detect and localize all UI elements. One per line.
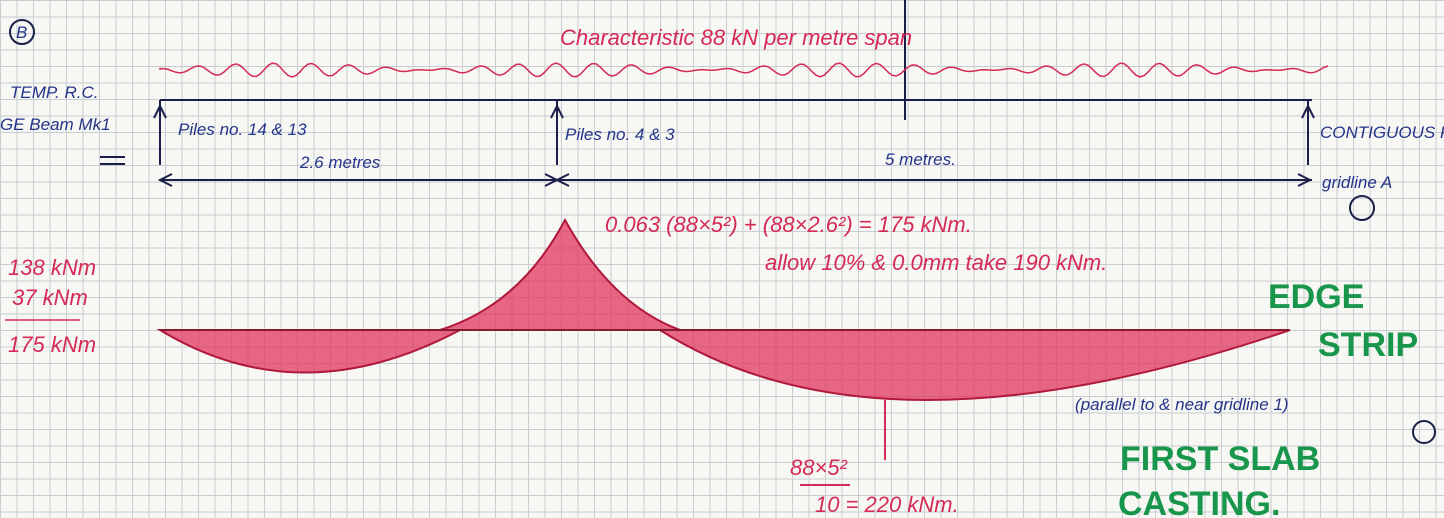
- hogging-calc: 0.063 (88×5²) + (88×2.6²) = 175 kNm.: [605, 212, 972, 237]
- support-label: Piles no. 4 & 3: [565, 125, 675, 144]
- edge-beam: GE Beam Mk1: [0, 115, 111, 134]
- moment-label: 37 kNm: [12, 285, 88, 310]
- span-label: 5 metres.: [885, 150, 956, 169]
- load-line: [160, 63, 1328, 77]
- hogging-allow: allow 10% & 0.0mm take 190 kNm.: [765, 250, 1107, 275]
- support-label: Piles no. 14 & 13: [178, 120, 307, 139]
- moment-label: 138 kNm: [8, 255, 96, 280]
- casting-title: CASTING.: [1118, 485, 1280, 518]
- strip-title: EDGE: [1268, 278, 1364, 316]
- strip-title: STRIP: [1318, 326, 1418, 364]
- graph-paper: B Characteristic 88 kN per metre span TE…: [0, 0, 1444, 518]
- sagging-calc: 10 = 220 kNm.: [815, 492, 959, 517]
- temp-rc: TEMP. R.C.: [10, 83, 98, 102]
- span-label: 2.6 metres: [299, 153, 381, 172]
- strip-note: (parallel to & near gridline 1): [1075, 395, 1289, 414]
- moment-diagram: [160, 220, 1290, 400]
- load-title: Characteristic 88 kN per metre span: [560, 25, 912, 50]
- gridline-label: gridline A: [1322, 173, 1392, 192]
- sagging-calc: 88×5²: [790, 455, 848, 480]
- moment-label: 175 kNm: [8, 332, 96, 357]
- gridline-label: B: [16, 23, 27, 42]
- casting-title: FIRST SLAB: [1120, 440, 1320, 478]
- support-label: CONTIGUOUS PILE WALL: [1320, 123, 1444, 142]
- diagram: B Characteristic 88 kN per metre span TE…: [0, 0, 1444, 518]
